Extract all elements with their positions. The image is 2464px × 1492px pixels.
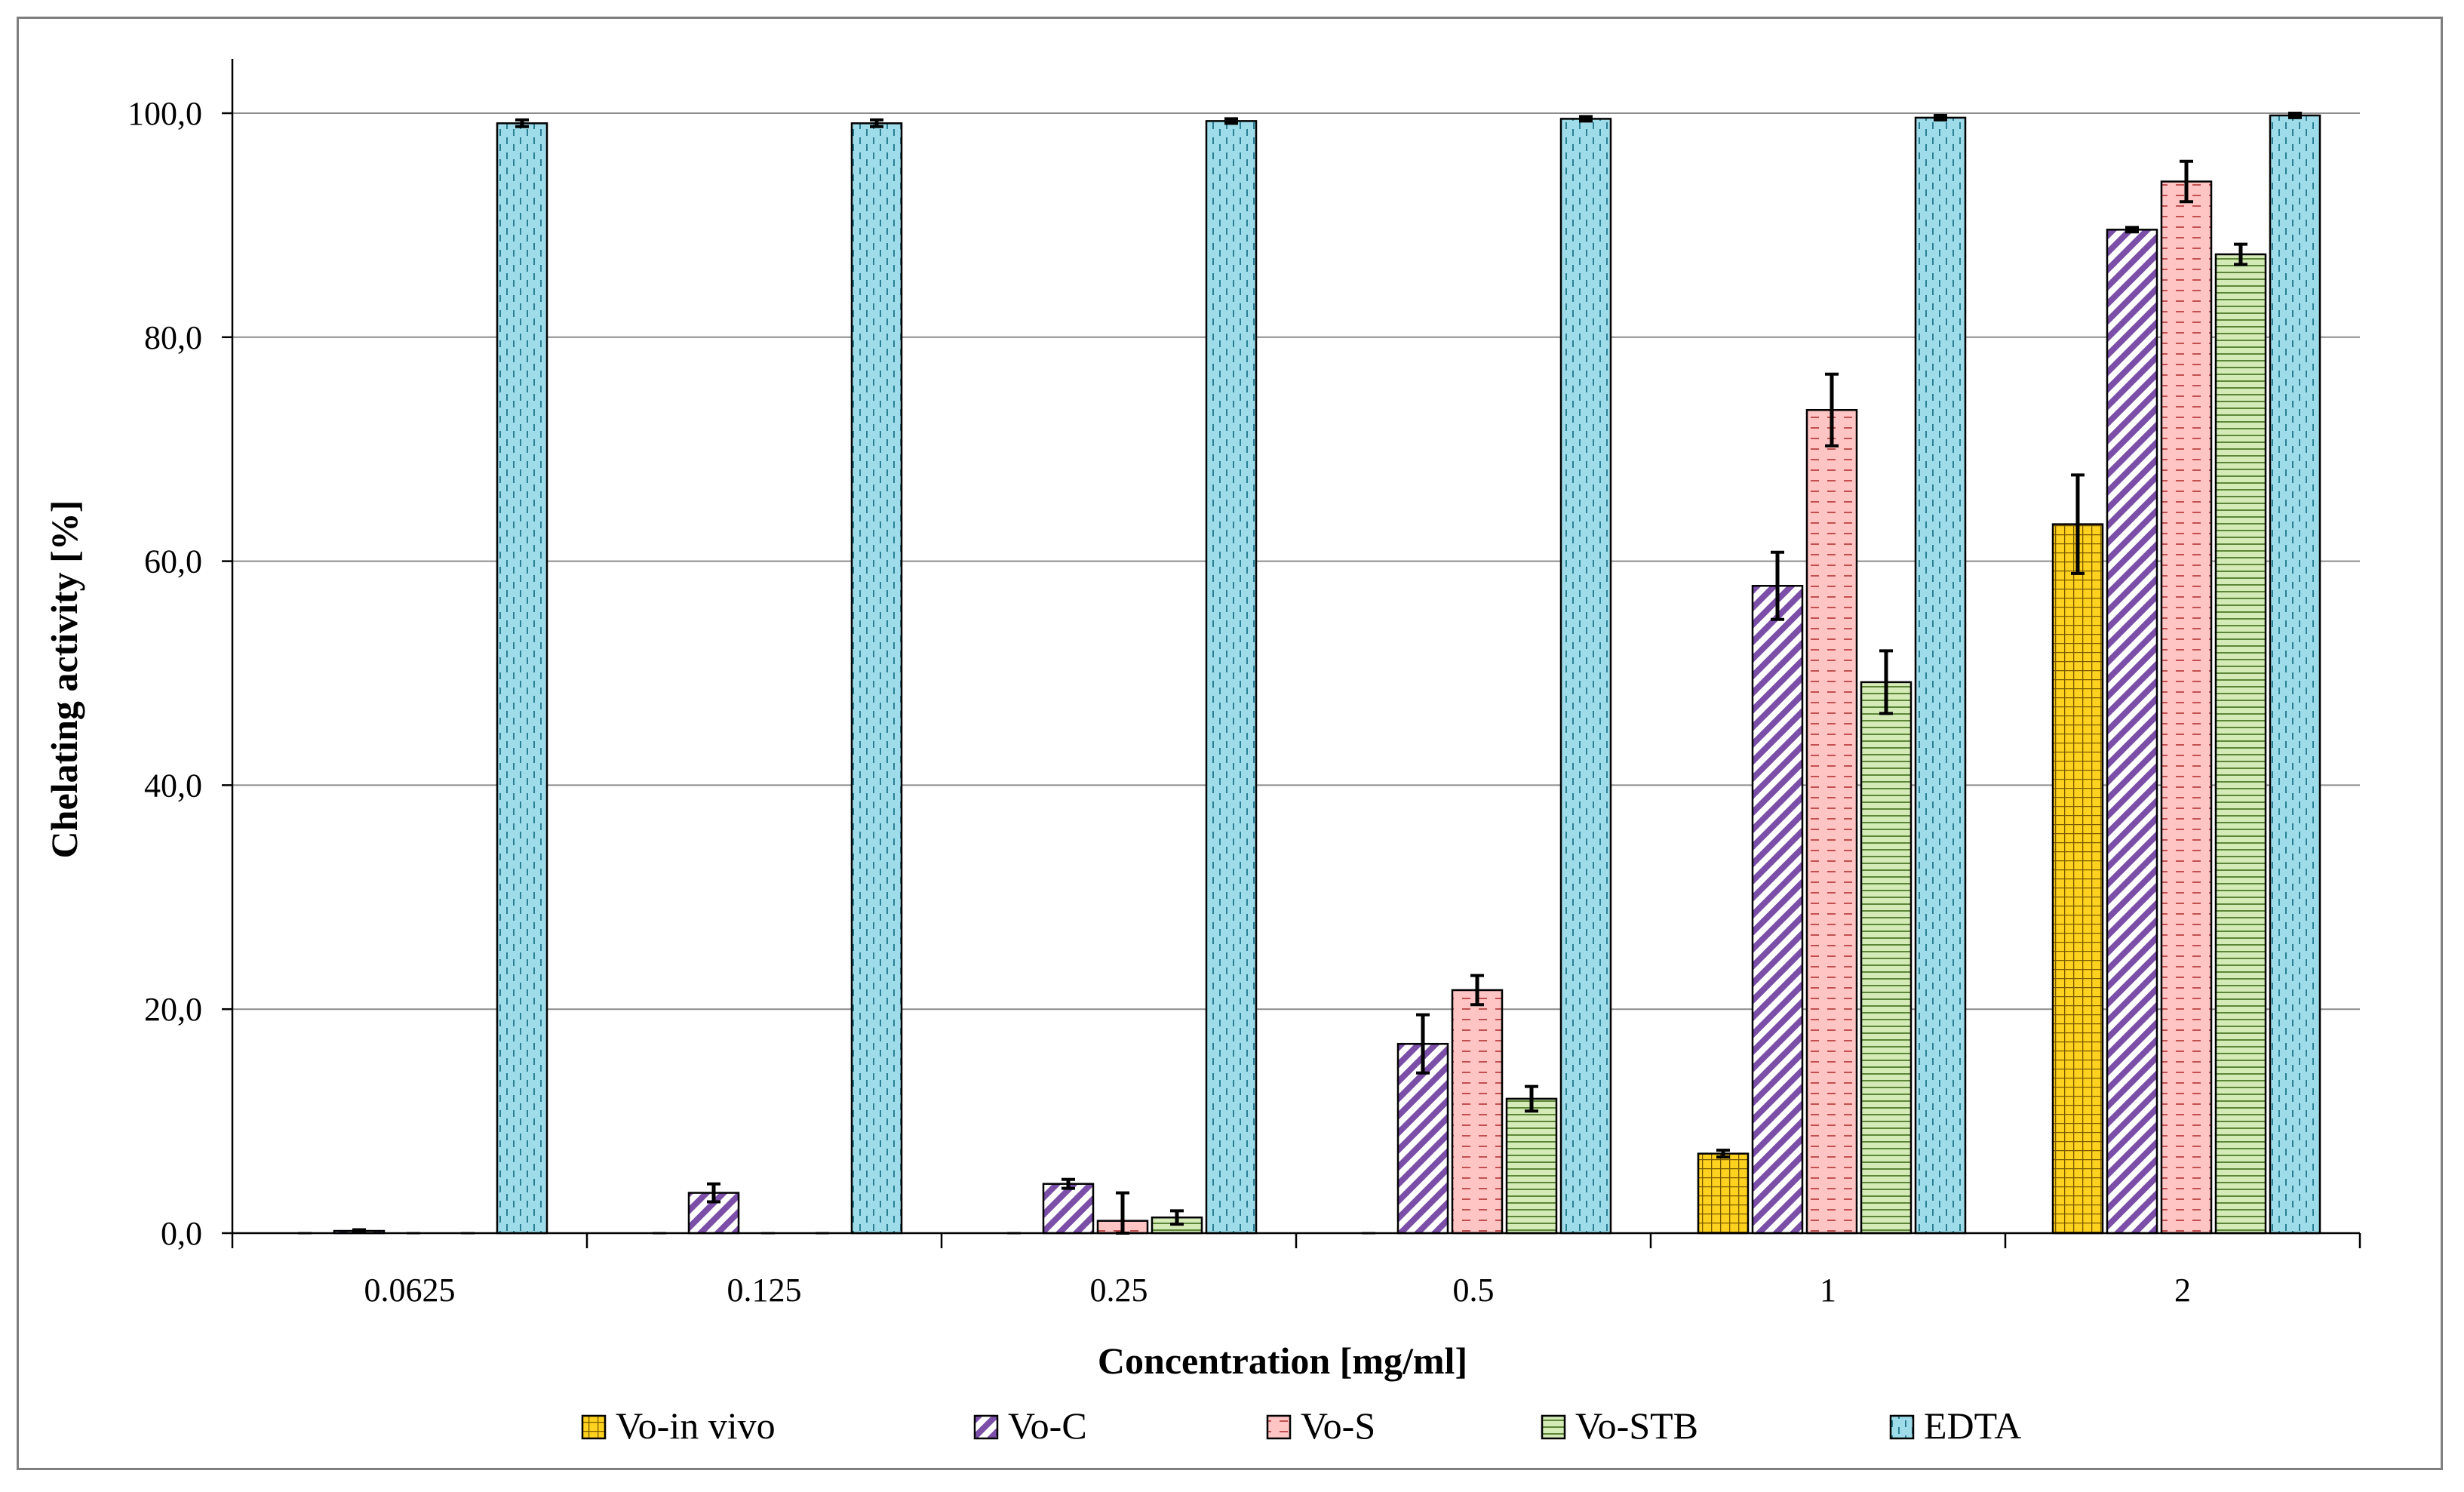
legend-label: Vo-in vivo — [616, 1404, 776, 1447]
legend-label: Vo-STB — [1575, 1404, 1698, 1447]
legend-swatch — [973, 1414, 999, 1440]
legend-swatch — [581, 1414, 607, 1440]
x-axis-title: Concentration [mg/ml] — [1098, 1340, 1467, 1382]
legend-swatch — [1266, 1414, 1292, 1440]
gridlines — [232, 112, 2360, 1234]
axis-labels: 0,0 20,0 40,0 60,0 80,0 100,0 0.0625 0.125 0.25 0… — [128, 95, 2191, 1309]
bar — [1559, 118, 1612, 1235]
x-tick-label: 1 — [1820, 1272, 1836, 1309]
y-tick-label: 100,0 — [128, 95, 202, 132]
bar — [496, 122, 548, 1235]
y-tick-label: 40,0 — [144, 767, 202, 804]
bar — [2160, 180, 2213, 1235]
bar — [1751, 584, 1804, 1235]
bar — [850, 122, 903, 1235]
legend-label: Vo-S — [1301, 1404, 1375, 1447]
bar — [2214, 253, 2267, 1235]
y-tick-label: 20,0 — [144, 991, 202, 1028]
bar — [2269, 114, 2321, 1235]
bar — [1042, 1183, 1095, 1235]
legend-item: Vo-STB — [1541, 1404, 1698, 1447]
legend-item: Vo-S — [1266, 1404, 1375, 1447]
bar — [1396, 1042, 1449, 1235]
x-tick-label: 0.5 — [1453, 1272, 1495, 1309]
bar — [1451, 989, 1504, 1235]
bar — [1860, 681, 1913, 1235]
legend-item: EDTA — [1889, 1404, 2021, 1447]
x-tick-label: 2 — [2174, 1272, 2191, 1309]
legend-item: Vo-C — [973, 1404, 1087, 1447]
bar — [1505, 1097, 1558, 1235]
y-tick-label: 80,0 — [144, 319, 202, 356]
bar — [1205, 120, 1258, 1235]
y-axis-title: Chelating activity [%] — [43, 500, 85, 859]
x-tick-label: 0.0625 — [364, 1272, 456, 1309]
y-tick-label: 60,0 — [144, 543, 202, 580]
legend-item: Vo-in vivo — [581, 1404, 776, 1447]
axes — [222, 59, 2361, 1248]
x-tick-label: 0.25 — [1090, 1272, 1148, 1309]
legend-label: EDTA — [1924, 1404, 2021, 1447]
x-tick-label: 0.125 — [727, 1272, 802, 1309]
bar — [1914, 116, 1967, 1235]
bar — [1697, 1152, 1750, 1235]
bar — [2051, 523, 2104, 1235]
bar — [1805, 409, 1858, 1235]
bar — [2106, 229, 2158, 1235]
y-tick-label: 0,0 — [161, 1215, 202, 1252]
legend-label: Vo-C — [1008, 1404, 1087, 1447]
bars — [298, 112, 2321, 1235]
legend-swatch — [1889, 1414, 1915, 1440]
legend: Vo-in vivo Vo-C Vo-S Vo-STB EDTA — [581, 1404, 2021, 1447]
legend-swatch — [1541, 1414, 1566, 1440]
